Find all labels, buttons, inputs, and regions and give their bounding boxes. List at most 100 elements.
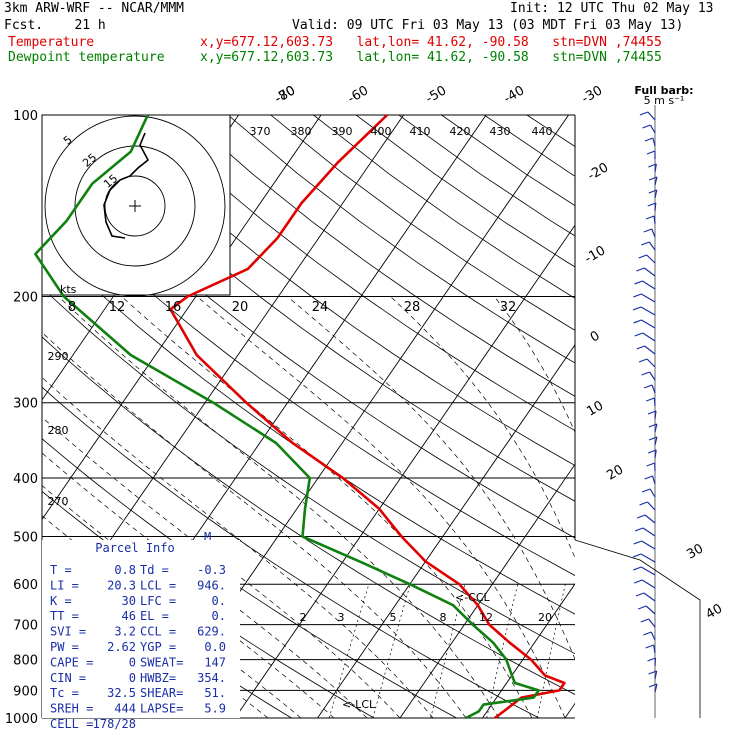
barb-legend-title: Full barb:	[634, 84, 693, 97]
dewpoint-profile	[34, 114, 541, 720]
parcel-info-value: 0.	[212, 594, 226, 608]
model-title: 3km ARW-WRF -- NCAR/MMM	[4, 1, 185, 16]
isotherm-label: -80	[272, 83, 298, 107]
parcel-info-key: LCL =	[140, 578, 176, 592]
pressure-tick-label: 900	[13, 684, 38, 699]
wind-barb	[645, 605, 656, 615]
parcel-info-value: 51.	[204, 686, 226, 700]
isotherm-line	[482, 583, 575, 718]
hodograph-speed-tick: 28	[404, 300, 421, 315]
wind-barb-flag	[632, 553, 642, 558]
wind-barb	[654, 670, 658, 680]
barb-legend-unit: 5 m s⁻¹	[644, 94, 685, 107]
moist-adiabat	[58, 296, 500, 718]
wind-barb-flag	[648, 163, 657, 168]
temperature-legend: Temperature	[8, 35, 95, 50]
temperature-profile	[169, 114, 566, 720]
dry-adiabat	[227, 115, 575, 364]
theta-label: 290	[48, 350, 69, 363]
dewpoint-legend: Dewpoint temperature	[8, 50, 165, 65]
isotherm-label: 30	[684, 541, 706, 562]
wind-barb	[640, 553, 656, 563]
wind-barb	[648, 241, 656, 251]
wind-barb-flag	[648, 189, 657, 194]
wind-barb	[640, 306, 656, 316]
wind-barb	[654, 449, 657, 459]
wind-barb-flag	[639, 501, 648, 506]
parcel-info-key: HWBZ=	[140, 671, 176, 685]
theta-label: 420	[450, 125, 471, 138]
hodograph-ring	[44, 115, 226, 297]
wind-barb-flag	[633, 293, 642, 298]
dry-adiabat	[398, 115, 575, 237]
wind-barb	[649, 488, 656, 498]
mixing-ratio-label: 8	[440, 611, 447, 624]
isotherm-label: 10	[584, 398, 606, 419]
wind-barb-flag	[634, 280, 643, 285]
wind-barb	[653, 644, 656, 654]
wind-barb	[654, 163, 657, 173]
wind-barb	[649, 371, 656, 381]
wind-barb	[641, 579, 656, 589]
dry-adiabat	[313, 115, 575, 299]
wind-barb-flag	[648, 683, 658, 688]
parcel-info-key: YGP =	[140, 640, 176, 654]
wind-barb	[644, 514, 656, 524]
wind-barb	[652, 137, 656, 147]
wind-barb-flag	[645, 215, 655, 220]
isotherm-line	[234, 224, 575, 718]
isotherm-label: -60	[345, 83, 371, 107]
wind-barb-flag	[643, 228, 653, 233]
dry-adiabat	[42, 286, 575, 655]
theta-label: 430	[490, 125, 511, 138]
parcel-info-key: K =	[50, 594, 72, 608]
pressure-tick-label: 300	[13, 397, 38, 412]
dry-adiabat	[483, 115, 575, 177]
wind-barb-flag	[646, 462, 655, 467]
isotherm-line	[730, 115, 740, 718]
parcel-info-value: 629.	[197, 625, 226, 639]
wind-barb-flag	[643, 631, 652, 636]
parcel-info-value: 0	[129, 655, 136, 669]
theta-label: 280	[48, 424, 69, 437]
mixing-ratio-line	[372, 584, 411, 718]
lcl-annotation: <-LCL	[342, 698, 376, 711]
parcel-info-box	[42, 540, 240, 718]
wind-barb-flag	[648, 423, 658, 428]
parcel-info-value: 354.	[197, 671, 226, 685]
parcel-info-value: -0.3	[197, 563, 226, 577]
pressure-tick-label: 1000	[5, 712, 38, 727]
forecast-hour: Fcst. 21 h	[4, 18, 106, 33]
parcel-info-value: 444	[114, 702, 136, 716]
temperature-location: x,y=677.12,603.73 lat,lon= 41.62, -90.58…	[200, 35, 662, 50]
theta-label: 390	[332, 125, 353, 138]
isotherm-label: -50	[423, 83, 449, 107]
wind-barb-flag	[638, 254, 647, 259]
parcel-info-key: TT =	[50, 609, 79, 623]
init-time: Init: 12 UTC Thu 02 May 13	[510, 1, 714, 16]
wind-barb-flag	[641, 371, 650, 376]
wind-barb-flag	[636, 514, 646, 519]
hodograph-speed-tick: 32	[500, 300, 517, 315]
wind-barb-flag	[642, 124, 651, 129]
parcel-info-key: SHEAR=	[140, 686, 183, 700]
wind-barb-flag	[634, 579, 643, 584]
parcel-info-value: 946.	[197, 578, 226, 592]
parcel-info-value: 2.62	[107, 640, 136, 654]
parcel-info-key: SREH =	[50, 702, 93, 716]
mixing-ratio-line	[604, 584, 628, 718]
parcel-info-value: 178/28	[93, 717, 136, 731]
parcel-info-key: SVI =	[50, 625, 86, 639]
theta-label: 410	[410, 125, 431, 138]
isotherm-label: -20	[585, 160, 611, 184]
theta-label: 400	[371, 125, 392, 138]
hodograph-speed-tick: 20	[232, 300, 249, 315]
wind-barb-flag	[636, 345, 645, 350]
wind-barb	[648, 618, 656, 628]
wind-barb-flag	[645, 644, 654, 649]
parcel-info-key: CELL =	[50, 717, 93, 731]
moist-adiabat	[42, 485, 335, 718]
wind-barb-flag	[633, 319, 642, 324]
isotherm-label: -30	[579, 83, 605, 107]
